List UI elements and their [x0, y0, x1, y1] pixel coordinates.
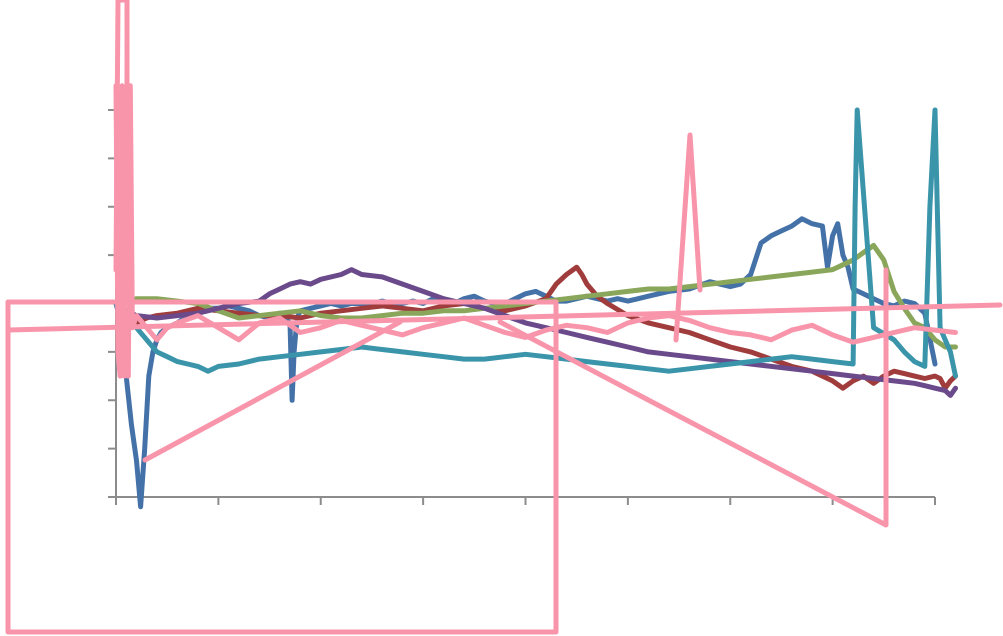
- plot-area: [5, 0, 1003, 635]
- pink-diagonal-1: [142, 319, 403, 463]
- series-line-3: [113, 242, 958, 350]
- pink-diagonal-2: [497, 267, 889, 528]
- series-line-6: [113, 83, 958, 379]
- pink-horizontal: [5, 302, 1003, 333]
- pink-box-outline: [5, 299, 559, 635]
- pink-spike: [673, 132, 703, 343]
- pink-left-spike: [113, 0, 130, 303]
